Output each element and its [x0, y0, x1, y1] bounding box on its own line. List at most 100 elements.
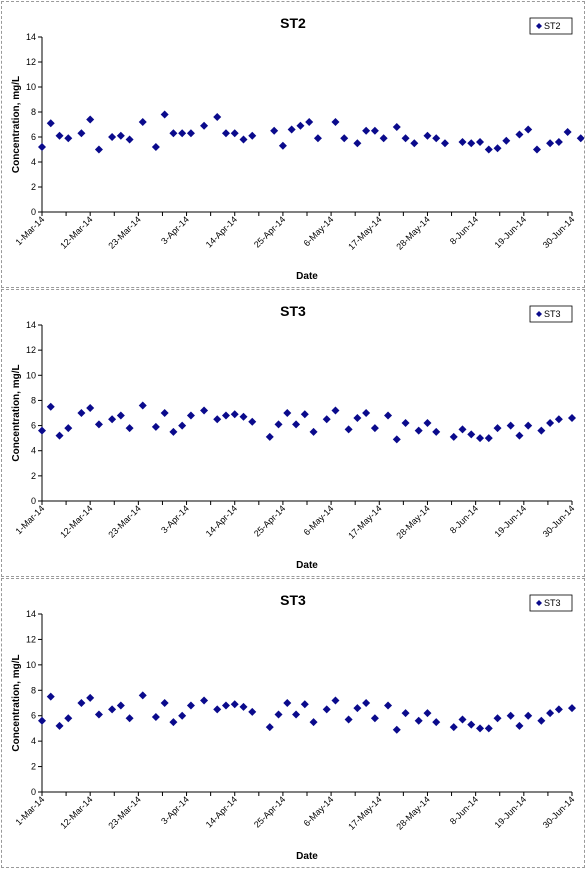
- data-point: [362, 126, 371, 135]
- data-point: [532, 145, 541, 154]
- data-point: [370, 424, 379, 433]
- data-point: [340, 134, 349, 143]
- y-tick-label: 12: [26, 57, 36, 67]
- legend-box: [529, 305, 573, 323]
- chart-panel-st3-a: ST3 Concentration, mg/L Date 0 2 4 6 8 10 12 14 1-M…: [1, 289, 585, 577]
- data-point: [213, 113, 222, 121]
- data-point: [515, 721, 524, 730]
- data-point: [554, 138, 563, 146]
- y-tick-label: 12: [26, 345, 36, 355]
- data-point: [432, 427, 441, 436]
- data-point: [300, 410, 309, 419]
- data-point: [178, 129, 187, 138]
- data-point: [169, 718, 178, 727]
- data-point: [77, 409, 86, 417]
- x-tick-label: 19-Jun-14: [493, 503, 529, 539]
- data-point: [213, 415, 222, 424]
- y-axis-title: Concentration, mg/L: [11, 654, 22, 751]
- chart-title: ST3: [280, 303, 306, 319]
- data-point: [230, 410, 239, 419]
- data-point: [296, 121, 305, 130]
- data-point: [423, 419, 432, 428]
- data-point: [554, 705, 563, 714]
- data-point: [46, 119, 55, 128]
- y-tick-label: 14: [26, 320, 36, 330]
- y-tick-label: 6: [31, 421, 36, 431]
- data-point: [401, 419, 410, 428]
- x-tick-label: 23-Mar-14: [106, 794, 142, 830]
- legend-label: ST3: [544, 598, 561, 608]
- legend: ST3: [529, 305, 573, 323]
- y-axis-title: Concentration, mg/L: [11, 364, 22, 461]
- y-tick-label: 12: [26, 634, 36, 644]
- data-point: [151, 143, 160, 151]
- data-point: [414, 716, 423, 725]
- data-point: [94, 420, 103, 429]
- x-tick-label: 25-Apr-14: [252, 794, 287, 829]
- data-point: [484, 724, 493, 733]
- data-point: [476, 434, 485, 443]
- data-point: [55, 131, 64, 140]
- data-point: [305, 118, 314, 126]
- data-point: [64, 424, 73, 433]
- data-point: [370, 714, 379, 723]
- data-point: [476, 724, 485, 733]
- y-tick-label: 0: [31, 496, 36, 506]
- data-point: [392, 123, 401, 131]
- data-point: [86, 115, 95, 124]
- y-tick-label: 6: [31, 711, 36, 721]
- data-point: [230, 129, 239, 138]
- data-point: [331, 118, 340, 126]
- legend-marker: [536, 23, 542, 29]
- legend-marker: [536, 600, 542, 606]
- data-point: [178, 711, 187, 720]
- chart-title: ST2: [280, 15, 306, 31]
- data-point: [458, 138, 467, 146]
- data-point: [38, 716, 46, 725]
- x-tick-label: 12-Mar-14: [58, 503, 94, 539]
- data-point: [46, 692, 55, 701]
- data-point: [392, 725, 401, 734]
- data-point: [370, 126, 379, 135]
- data-point: [160, 409, 169, 417]
- data-point: [239, 135, 248, 144]
- x-tick-label: 30-Jun-14: [541, 214, 577, 250]
- chart-st3-b: ST3 Concentration, mg/L Date 0 2 4 6 8 10 12 14 1-M…: [11, 592, 576, 862]
- data-point: [493, 424, 502, 433]
- x-tick-label: 23-Mar-14: [106, 214, 142, 250]
- chart-st3-a: ST3 Concentration, mg/L Date 0 2 4 6 8 10 12 14 1-M…: [11, 303, 576, 571]
- data-point: [467, 430, 476, 439]
- data-point: [467, 139, 476, 148]
- data-point: [108, 705, 117, 714]
- x-tick-label: 25-Apr-14: [252, 214, 287, 249]
- y-tick-label: 2: [31, 182, 36, 192]
- x-tick-label: 3-Apr-14: [159, 214, 191, 246]
- data-point: [392, 435, 401, 444]
- y-tick-label: 4: [31, 157, 36, 167]
- y-tick-label: 10: [26, 370, 36, 380]
- data-point: [423, 131, 432, 140]
- y-tick-label: 8: [31, 395, 36, 405]
- data-point: [55, 431, 64, 440]
- x-axis-title: Date: [296, 560, 318, 571]
- data-point: [108, 415, 117, 424]
- x-tick-label: 1-Mar-14: [14, 794, 47, 827]
- data-point: [568, 704, 576, 713]
- data-point: [546, 709, 555, 718]
- y-tick-label: 8: [31, 107, 36, 117]
- data-point: [287, 125, 296, 134]
- legend-label: ST3: [544, 309, 561, 319]
- x-tick-label: 23-Mar-14: [106, 503, 142, 539]
- data-point: [331, 406, 340, 415]
- data-point: [64, 714, 73, 723]
- y-tick-label: 10: [26, 660, 36, 670]
- data-point: [265, 432, 274, 441]
- y-tick-label: 6: [31, 132, 36, 142]
- y-tick-label: 14: [26, 32, 36, 42]
- data-point: [77, 699, 86, 707]
- data-point: [379, 134, 388, 143]
- y-axis-title: Concentration, mg/L: [11, 76, 22, 173]
- data-point: [537, 716, 546, 725]
- data-point: [401, 134, 410, 143]
